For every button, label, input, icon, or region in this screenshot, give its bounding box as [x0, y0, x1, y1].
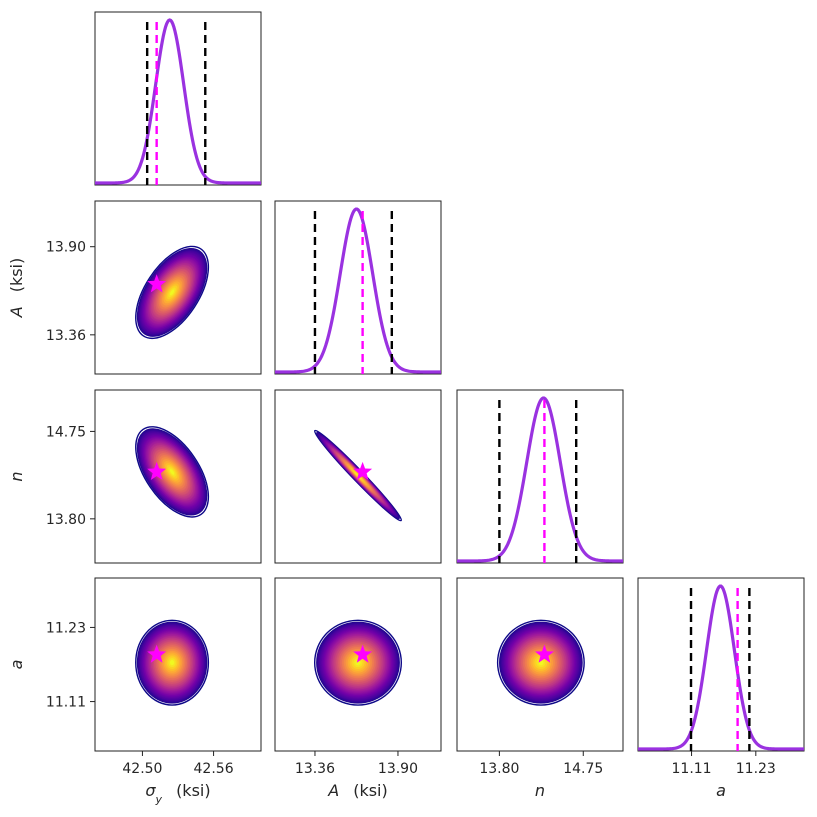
kde-curve-n	[457, 396, 623, 563]
contour-panel-a-vs-A	[274, 577, 442, 752]
x-tick-label-n: 13.80	[479, 761, 519, 777]
kde-curve-A	[275, 207, 441, 374]
contour-panel-A-vs-sigma_y	[94, 200, 262, 375]
contour-panel-n-vs-sigma_y	[94, 389, 262, 564]
kde-curve-a	[638, 584, 804, 751]
kde-curve-sigma_y	[95, 18, 261, 185]
contour-level	[135, 245, 210, 340]
x-axis-label-A: A (ksi)	[327, 781, 387, 800]
panel-frame	[274, 389, 442, 564]
x-axis-label-n: n	[535, 781, 545, 800]
contour-level	[496, 619, 585, 706]
x-tick-label-n: 14.75	[563, 761, 603, 777]
diagonal-panel-A	[274, 200, 442, 375]
x-axis-label-sigma_y: σy (ksi)	[145, 781, 210, 806]
diagonal-panel-a	[637, 577, 805, 752]
truth-star	[353, 461, 373, 480]
truth-star	[147, 274, 167, 293]
x-tick-label-sigma_y: 42.56	[194, 761, 234, 777]
contour-panel-a-vs-sigma_y	[94, 577, 262, 752]
x-tick-label-sigma_y: 42.50	[122, 761, 162, 777]
panel-frame	[456, 577, 624, 752]
panel-frame	[94, 577, 262, 752]
y-tick-label-a: 11.11	[46, 695, 86, 711]
truth-star	[147, 461, 167, 480]
panel-frame	[274, 577, 442, 752]
diagonal-panel-sigma_y	[94, 11, 262, 186]
panel-frame	[637, 577, 805, 752]
panel-frame	[94, 11, 262, 186]
x-tick-label-A: 13.36	[295, 761, 335, 777]
contour-level	[168, 659, 176, 667]
contour-level	[135, 619, 210, 706]
truth-star	[534, 644, 554, 663]
panel-frame	[274, 200, 442, 375]
y-tick-label-A: 13.90	[46, 240, 86, 256]
x-tick-label-A: 13.90	[378, 761, 418, 777]
x-tick-label-a: 11.23	[736, 761, 776, 777]
contour-level	[168, 288, 176, 297]
x-tick-label-a: 11.11	[672, 761, 712, 777]
contour-level	[135, 426, 210, 518]
panel-frame	[456, 389, 624, 564]
truth-star	[147, 644, 167, 663]
y-tick-label-n: 14.75	[46, 424, 86, 440]
panel-frame	[94, 200, 262, 375]
panel-frame	[94, 389, 262, 564]
y-tick-label-A: 13.36	[46, 328, 86, 344]
y-axis-label-a: a	[7, 660, 26, 670]
y-axis-label-A: A(ksi)	[7, 258, 26, 318]
y-tick-label-a: 11.23	[46, 620, 86, 636]
truth-star	[353, 644, 373, 663]
contour-panel-n-vs-A	[274, 389, 442, 564]
contour-level	[313, 619, 403, 706]
y-tick-label-n: 13.80	[46, 512, 86, 528]
y-axis-label-n: n	[7, 471, 26, 481]
contour-level	[168, 468, 176, 476]
contour-panel-a-vs-n	[456, 577, 624, 752]
x-axis-label-a: a	[716, 781, 726, 800]
diagonal-panel-n	[456, 389, 624, 564]
